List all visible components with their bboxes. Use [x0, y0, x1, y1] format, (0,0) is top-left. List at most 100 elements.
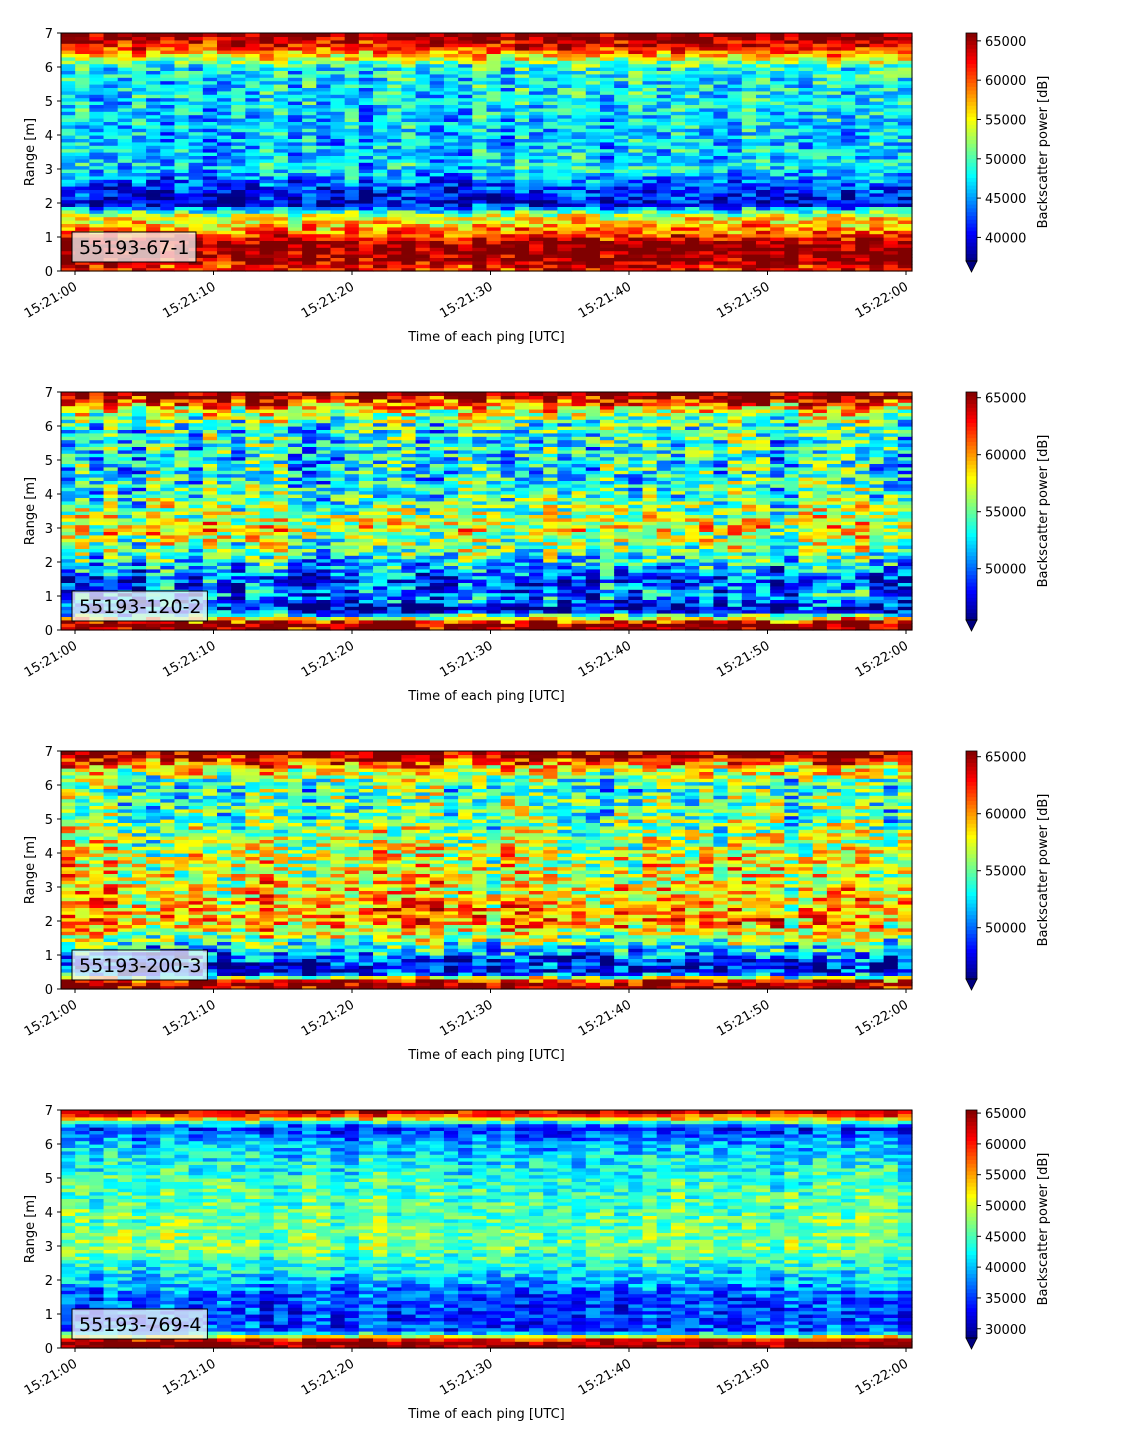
heatmap-cell: [642, 46, 658, 51]
heatmap-cell: [685, 73, 700, 78]
heatmap-cell: [259, 135, 275, 139]
heatmap-cell: [458, 165, 473, 170]
heatmap-cell: [103, 395, 119, 400]
heatmap-cell: [741, 254, 757, 258]
heatmap-cell: [387, 152, 402, 156]
heatmap-cell: [358, 250, 374, 255]
heatmap-cell: [103, 226, 119, 231]
heatmap-cell: [798, 77, 814, 82]
heatmap-cell: [529, 152, 544, 156]
heatmap-cell: [685, 97, 700, 102]
heatmap-cell: [770, 94, 785, 99]
heatmap-cell: [89, 131, 105, 136]
heatmap-cell: [387, 226, 402, 231]
heatmap-cell: [628, 138, 644, 143]
heatmap-cell: [897, 257, 913, 262]
heatmap-cell: [217, 240, 232, 245]
heatmap-cell: [755, 145, 771, 150]
heatmap-cell: [812, 186, 828, 190]
heatmap-cell: [429, 192, 445, 197]
heatmap-cell: [117, 514, 133, 519]
heatmap-cell: [670, 145, 686, 150]
heatmap-cell: [770, 179, 785, 184]
heatmap-cell: [103, 490, 119, 495]
heatmap-cell: [883, 114, 899, 119]
heatmap-cell: [316, 111, 332, 116]
heatmap-cell: [231, 199, 246, 204]
heatmap-cell: [231, 90, 246, 95]
heatmap-cell: [741, 196, 757, 201]
heatmap-cell: [699, 216, 715, 221]
heatmap-cell: [302, 243, 317, 248]
heatmap-cell: [330, 90, 346, 95]
heatmap-cell: [557, 80, 573, 85]
heatmap-cell: [61, 589, 76, 594]
heatmap-cell: [571, 90, 587, 95]
heatmap-cell: [699, 240, 715, 245]
heatmap-cell: [557, 216, 573, 221]
heatmap-cell: [514, 36, 530, 41]
heatmap-cell: [443, 63, 459, 68]
heatmap-cell: [429, 104, 445, 109]
heatmap-cell: [61, 63, 76, 68]
heatmap-cell: [117, 199, 133, 204]
heatmap-cell: [642, 90, 658, 95]
heatmap-cell: [89, 267, 105, 272]
heatmap-cell: [670, 121, 686, 126]
heatmap-cell: [713, 206, 729, 211]
heatmap-cell: [599, 165, 615, 170]
heatmap-cell: [727, 80, 743, 85]
heatmap-cell: [656, 182, 672, 187]
heatmap-cell: [443, 196, 459, 201]
heatmap-cell: [174, 138, 190, 143]
heatmap-cell: [798, 257, 814, 262]
heatmap-cell: [61, 545, 76, 549]
heatmap-cell: [89, 572, 105, 577]
heatmap-cell: [727, 148, 743, 153]
heatmap-cell: [61, 101, 76, 105]
heatmap-cell: [429, 70, 445, 75]
heatmap-cell: [245, 192, 261, 197]
heatmap-cell: [373, 46, 388, 51]
heatmap-cell: [727, 107, 743, 112]
heatmap-cell: [642, 233, 658, 238]
heatmap-cell: [812, 131, 828, 136]
colorbar-frame: [965, 32, 978, 262]
heatmap-cell: [259, 56, 275, 61]
x-tick-label: 15:21:40: [576, 279, 634, 321]
heatmap-cell: [855, 172, 871, 177]
heatmap-cell: [160, 179, 176, 184]
heatmap-cell: [273, 250, 289, 255]
heatmap-cell: [117, 432, 133, 437]
heatmap-cell: [188, 199, 204, 204]
heatmap-cell: [146, 155, 161, 160]
heatmap-cell: [770, 199, 785, 204]
heatmap-cell: [75, 463, 90, 468]
heatmap-cell: [869, 152, 885, 156]
heatmap-cell: [656, 104, 672, 109]
heatmap-cell: [443, 203, 459, 207]
heatmap-cell: [415, 199, 431, 204]
heatmap-cell: [131, 158, 147, 163]
heatmap-cell: [174, 84, 190, 88]
heatmap-cell: [685, 223, 700, 228]
heatmap-cell: [217, 155, 232, 160]
heatmap-cell: [614, 128, 629, 133]
heatmap-cell: [131, 53, 147, 58]
heatmap-cell: [429, 39, 445, 44]
heatmap-cell: [713, 250, 729, 255]
heatmap-cell: [373, 63, 388, 68]
heatmap-cell: [585, 53, 601, 58]
heatmap-cell: [869, 56, 885, 61]
heatmap-cell: [174, 155, 190, 160]
heatmap-cell: [373, 196, 388, 201]
heatmap-cell: [784, 220, 800, 224]
heatmap-cell: [656, 138, 672, 143]
heatmap-cell: [75, 487, 90, 492]
heatmap-cell: [656, 53, 672, 58]
heatmap-cell: [174, 36, 190, 41]
heatmap-cell: [883, 36, 899, 41]
heatmap-cell: [812, 138, 828, 143]
heatmap-cell: [245, 237, 261, 241]
heatmap-cell: [302, 223, 317, 228]
